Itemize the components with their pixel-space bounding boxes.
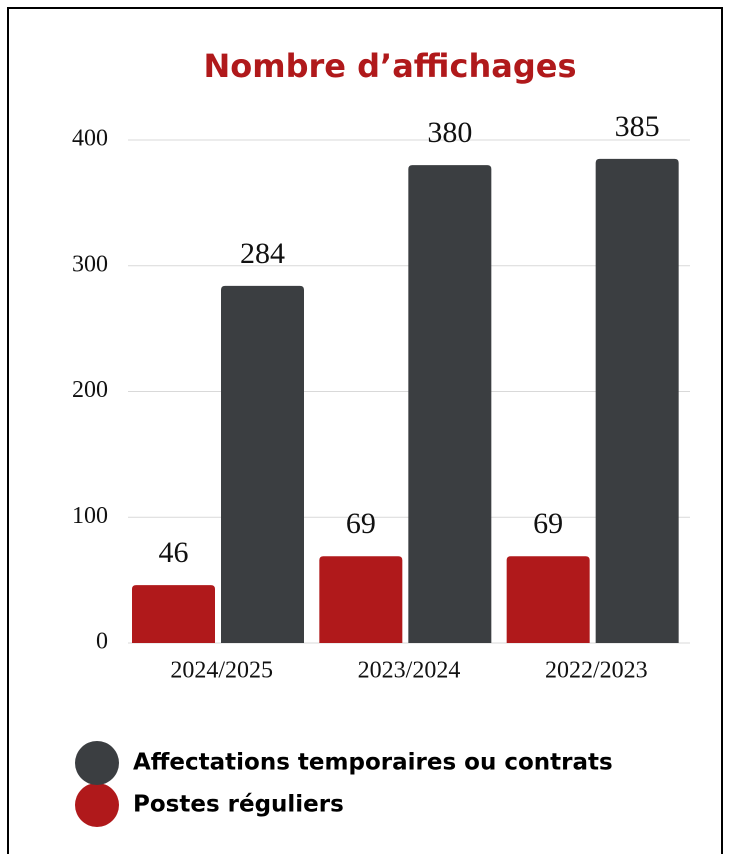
bar	[408, 165, 492, 643]
legend-swatch	[75, 741, 119, 785]
value-label: 69	[533, 507, 563, 540]
x-tick-label: 2024/2025	[170, 658, 273, 684]
y-tick-label: 0	[96, 629, 108, 655]
y-tick-label: 400	[72, 126, 108, 152]
bar	[221, 285, 304, 643]
value-label: 380	[427, 116, 472, 149]
bar	[319, 556, 403, 643]
legend-label: Postes réguliers	[133, 792, 344, 818]
value-label: 46	[159, 536, 189, 569]
y-tick-label: 100	[72, 503, 108, 529]
value-label: 284	[240, 237, 285, 270]
value-label: 385	[615, 110, 660, 143]
y-tick-label: 300	[72, 251, 108, 277]
x-tick-label: 2023/2024	[358, 658, 461, 684]
value-label: 69	[346, 507, 376, 540]
legend-label: Affectations temporaires ou contrats	[133, 750, 613, 776]
bar	[132, 585, 215, 643]
bar	[595, 158, 679, 644]
legend-swatch	[75, 783, 119, 827]
x-tick-label: 2022/2023	[545, 658, 648, 684]
y-tick-label: 200	[72, 377, 108, 403]
chart-title: Nombre d’affichages	[204, 47, 577, 85]
frame	[7, 7, 723, 854]
bar	[506, 556, 590, 643]
